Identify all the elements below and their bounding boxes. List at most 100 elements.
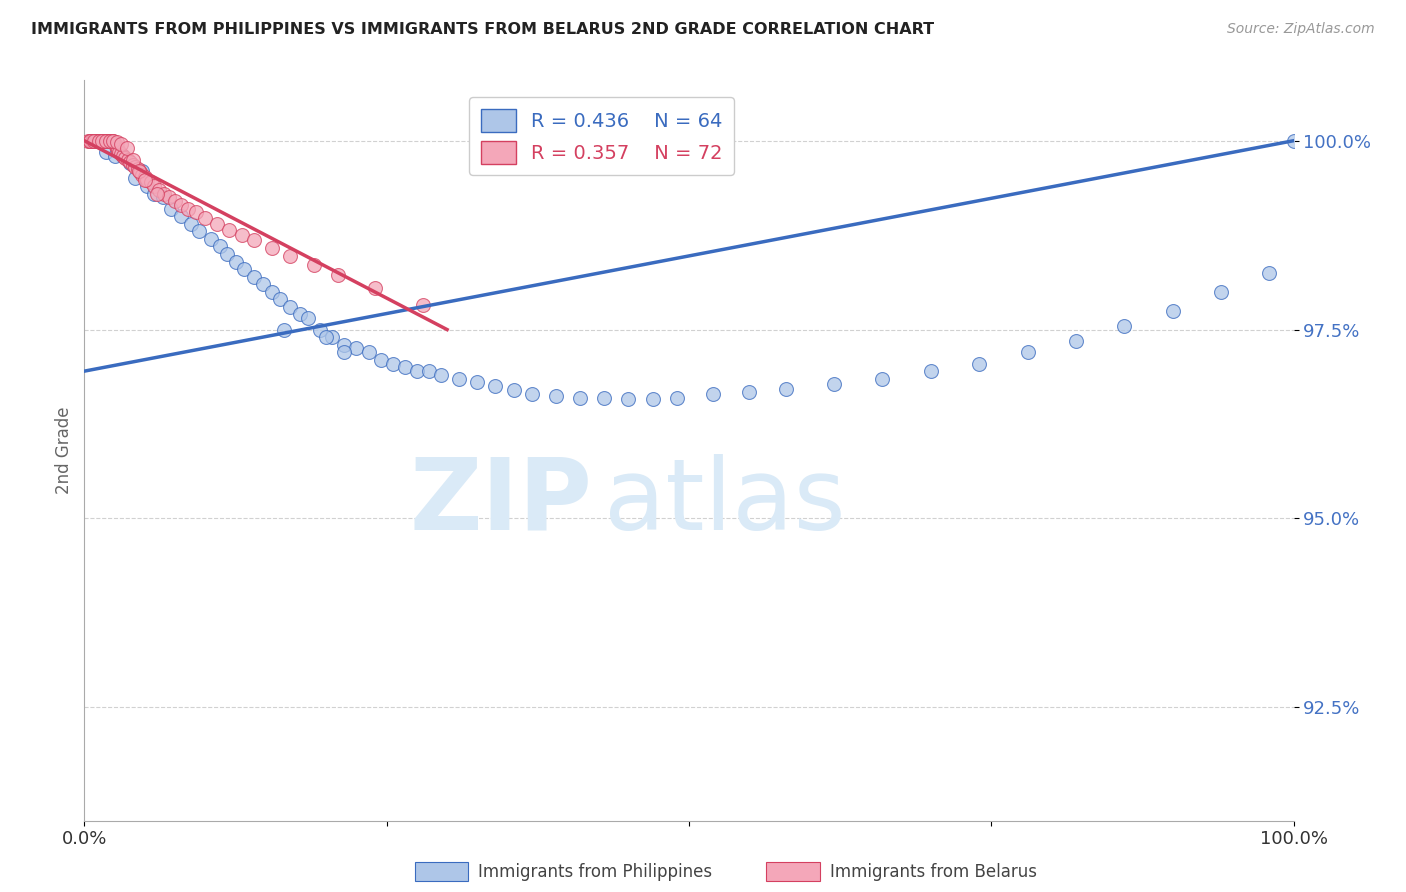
Point: [90, 134, 112, 148]
Legend: R = 0.436    N = 64, R = 0.357    N = 72: R = 0.436 N = 64, R = 0.357 N = 72: [470, 97, 734, 176]
Point: [309, 322, 332, 336]
Point: [200, 232, 222, 246]
Point: [101, 134, 124, 148]
Point: [98, 134, 121, 148]
Point: [297, 311, 319, 326]
Point: [129, 165, 152, 179]
Point: [242, 269, 264, 284]
Point: [121, 153, 143, 167]
Point: [231, 228, 253, 243]
Point: [98, 134, 121, 148]
Point: [775, 382, 797, 396]
Point: [146, 186, 169, 201]
Point: [260, 241, 283, 255]
Point: [93, 134, 115, 148]
Point: [1209, 285, 1232, 299]
Point: [103, 134, 125, 148]
Point: [278, 248, 301, 262]
Point: [617, 392, 640, 406]
Point: [381, 357, 404, 371]
Point: [315, 330, 337, 344]
Point: [823, 376, 845, 391]
Point: [194, 211, 217, 225]
Point: [105, 141, 128, 155]
Point: [484, 379, 506, 393]
Point: [188, 224, 211, 238]
Point: [83, 134, 105, 148]
Point: [569, 391, 592, 405]
Point: [121, 158, 143, 172]
Point: [127, 162, 149, 177]
Point: [278, 300, 301, 314]
Text: IMMIGRANTS FROM PHILIPPINES VS IMMIGRANTS FROM BELARUS 2ND GRADE CORRELATION CHA: IMMIGRANTS FROM PHILIPPINES VS IMMIGRANT…: [31, 22, 934, 37]
Point: [363, 281, 385, 295]
Point: [79, 134, 101, 148]
Point: [157, 190, 180, 204]
Text: ZIP: ZIP: [409, 454, 592, 550]
Point: [77, 134, 100, 148]
Point: [105, 135, 128, 149]
Point: [302, 258, 325, 272]
Point: [107, 143, 129, 157]
Point: [233, 262, 256, 277]
Text: Immigrants from Philippines: Immigrants from Philippines: [478, 863, 713, 881]
Point: [665, 391, 688, 405]
Point: [1282, 134, 1305, 148]
Point: [136, 173, 159, 187]
Point: [86, 134, 108, 148]
Point: [124, 171, 146, 186]
Point: [346, 342, 368, 356]
Point: [170, 209, 193, 223]
Point: [593, 391, 616, 405]
Point: [87, 134, 110, 148]
Point: [114, 151, 136, 165]
Point: [180, 217, 202, 231]
Point: [117, 153, 139, 167]
Point: [108, 145, 131, 159]
Point: [104, 139, 127, 153]
Point: [112, 149, 135, 163]
Point: [215, 247, 238, 261]
Point: [139, 175, 162, 189]
Point: [104, 149, 127, 163]
Point: [128, 164, 150, 178]
Point: [170, 198, 193, 212]
Point: [94, 134, 117, 148]
Point: [467, 376, 489, 390]
Point: [242, 234, 264, 248]
Point: [321, 330, 343, 344]
Point: [1017, 345, 1039, 359]
Point: [91, 134, 114, 148]
Point: [143, 186, 166, 201]
Point: [82, 134, 104, 148]
Point: [738, 384, 761, 399]
Point: [94, 134, 117, 148]
Point: [449, 372, 471, 386]
Point: [134, 169, 156, 184]
Point: [394, 360, 416, 375]
Point: [104, 137, 127, 152]
Point: [1114, 318, 1136, 333]
Point: [165, 194, 187, 209]
Point: [115, 141, 138, 155]
Point: [357, 345, 380, 359]
Point: [110, 147, 132, 161]
Point: [1161, 303, 1184, 318]
Point: [136, 179, 159, 194]
Point: [83, 134, 105, 148]
Point: [430, 368, 453, 382]
Point: [120, 156, 142, 170]
Point: [86, 134, 108, 148]
Point: [160, 202, 183, 216]
Point: [702, 386, 724, 401]
Point: [97, 134, 120, 148]
Point: [218, 223, 240, 237]
Point: [502, 383, 524, 397]
Point: [89, 134, 111, 148]
Point: [131, 168, 153, 182]
Point: [967, 357, 990, 371]
Point: [208, 239, 231, 253]
Point: [1258, 266, 1281, 280]
Text: atlas: atlas: [605, 454, 846, 550]
Point: [252, 277, 274, 292]
